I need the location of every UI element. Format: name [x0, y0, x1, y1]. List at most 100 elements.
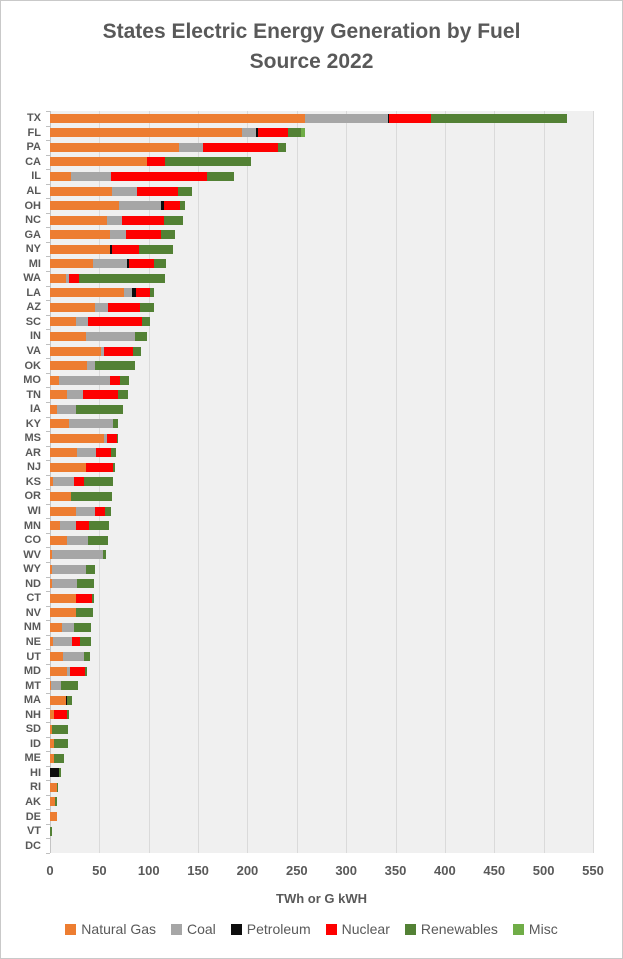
- stacked-bar-dc: [50, 841, 593, 850]
- y-axis-label-vt: VT: [26, 825, 41, 838]
- y-tick-mark: [46, 140, 50, 142]
- legend-item-renewables: Renewables: [404, 921, 498, 937]
- x-tick-label-0: 0: [46, 863, 54, 878]
- y-tick-mark: [46, 489, 50, 491]
- bar-row-ne: [50, 635, 593, 650]
- bar-segment-nuclear-md: [69, 666, 85, 676]
- bar-segment-nuclear-mn: [75, 521, 90, 531]
- stacked-bar-de: [50, 812, 593, 822]
- bar-segment-natural-gas-fl: [50, 128, 242, 138]
- y-tick-mark: [46, 241, 50, 243]
- gridline-250: [296, 111, 298, 853]
- bar-segment-natural-gas-nc: [50, 215, 108, 225]
- bar-segment-coal-wa: [65, 273, 69, 283]
- stacked-bar-sc: [50, 317, 593, 327]
- stacked-bar-wy: [50, 564, 593, 574]
- bar-row-dc: [50, 838, 593, 853]
- bar-segment-renewables-ky: [113, 419, 119, 429]
- bar-segment-renewables-ga: [160, 230, 176, 240]
- gridline-300: [346, 111, 348, 853]
- bar-row-il: [50, 169, 593, 184]
- bar-segment-natural-gas-la: [50, 288, 125, 298]
- y-tick-mark: [46, 111, 50, 112]
- bar-row-wy: [50, 562, 593, 577]
- legend-label-renewables: Renewables: [420, 921, 498, 937]
- legend-label-misc: Misc: [528, 921, 558, 937]
- y-axis-label-pa: PA: [26, 141, 41, 154]
- y-axis-label-wi: WI: [27, 505, 41, 518]
- bar-segment-nuclear-az: [108, 302, 140, 312]
- bar-row-nv: [50, 606, 593, 621]
- y-tick-mark: [46, 431, 50, 433]
- bar-row-tx: [50, 111, 593, 126]
- gridline-550: [593, 111, 594, 853]
- bar-segment-renewables-ok: [95, 361, 135, 371]
- bar-segment-coal-pa: [179, 142, 204, 152]
- legend-swatch-icon-coal: [171, 923, 182, 935]
- stacked-bar-mn: [50, 521, 593, 531]
- bar-row-co: [50, 533, 593, 548]
- bar-segment-coal-ok: [86, 361, 96, 371]
- bar-row-mi: [50, 256, 593, 271]
- bar-segment-natural-gas-wi: [50, 506, 76, 516]
- bar-segment-renewables-la: [149, 288, 154, 298]
- bar-row-fl: [50, 126, 593, 141]
- bar-segment-natural-gas-nv: [50, 608, 76, 618]
- stacked-bar-fl: [50, 128, 593, 138]
- y-tick-mark: [46, 853, 50, 854]
- stacked-bar-ga: [50, 230, 593, 240]
- x-tick-label-100: 100: [137, 863, 160, 878]
- bar-segment-nuclear-tn: [82, 390, 119, 400]
- bar-row-vt: [50, 824, 593, 839]
- x-tick-label-500: 500: [532, 863, 555, 878]
- x-tick-label-400: 400: [434, 863, 456, 878]
- bar-segment-natural-gas-ia: [50, 404, 57, 414]
- bar-row-ok: [50, 358, 593, 373]
- bar-segment-natural-gas-wa: [50, 273, 66, 283]
- y-axis-label-nh: NH: [25, 708, 41, 721]
- x-tick-label-450: 450: [483, 863, 506, 878]
- legend: Natural Gas Coal Petroleum Nuclear Renewable…: [1, 921, 622, 937]
- bar-segment-renewables-mo: [120, 375, 129, 385]
- stacked-bar-ct: [50, 593, 593, 603]
- bar-segment-renewables-id: [53, 739, 68, 749]
- bar-segment-petroleum-hi: [50, 768, 59, 778]
- bar-segment-renewables-mi: [153, 259, 167, 269]
- x-tick-label-350: 350: [384, 863, 407, 878]
- y-tick-mark: [46, 649, 50, 651]
- y-tick-mark: [46, 474, 50, 476]
- stacked-bar-ca: [50, 157, 593, 167]
- bar-segment-renewables-va: [132, 346, 141, 356]
- stacked-bar-pa: [50, 142, 593, 152]
- x-tick-label-200: 200: [236, 863, 259, 878]
- y-tick-mark: [46, 576, 50, 578]
- bar-segment-natural-gas-ga: [50, 230, 111, 240]
- y-tick-mark: [46, 183, 50, 185]
- y-tick-mark: [46, 503, 50, 505]
- bar-segment-natural-gas-ok: [50, 361, 87, 371]
- bar-segment-nuclear-fl: [258, 128, 288, 138]
- stacked-bar-va: [50, 346, 593, 356]
- bar-segment-petroleum-la: [131, 288, 136, 298]
- x-tick-label-150: 150: [187, 863, 209, 878]
- bar-segment-renewables-me: [53, 753, 64, 763]
- bar-segment-natural-gas-ri: [50, 782, 57, 792]
- bar-segment-renewables-ca: [164, 157, 252, 167]
- bar-segment-renewables-wy: [85, 564, 96, 574]
- stacked-bar-wv: [50, 550, 593, 560]
- stacked-bar-nm: [50, 622, 593, 632]
- bar-segment-coal-oh: [119, 201, 161, 211]
- y-tick-mark: [46, 343, 50, 345]
- stacked-bar-ut: [50, 652, 593, 661]
- y-axis-label-sd: SD: [25, 723, 41, 736]
- y-axis-label-nv: NV: [25, 606, 41, 619]
- bar-segment-coal-sc: [75, 317, 89, 327]
- bar-row-ny: [50, 242, 593, 257]
- bar-row-mn: [50, 518, 593, 533]
- bar-segment-renewables-ri: [56, 782, 58, 792]
- bar-rows: [50, 111, 593, 853]
- bar-row-de: [50, 809, 593, 824]
- bar-segment-renewables-co: [87, 535, 109, 545]
- stacked-bar-ky: [50, 419, 593, 429]
- stacked-bar-me: [50, 753, 593, 763]
